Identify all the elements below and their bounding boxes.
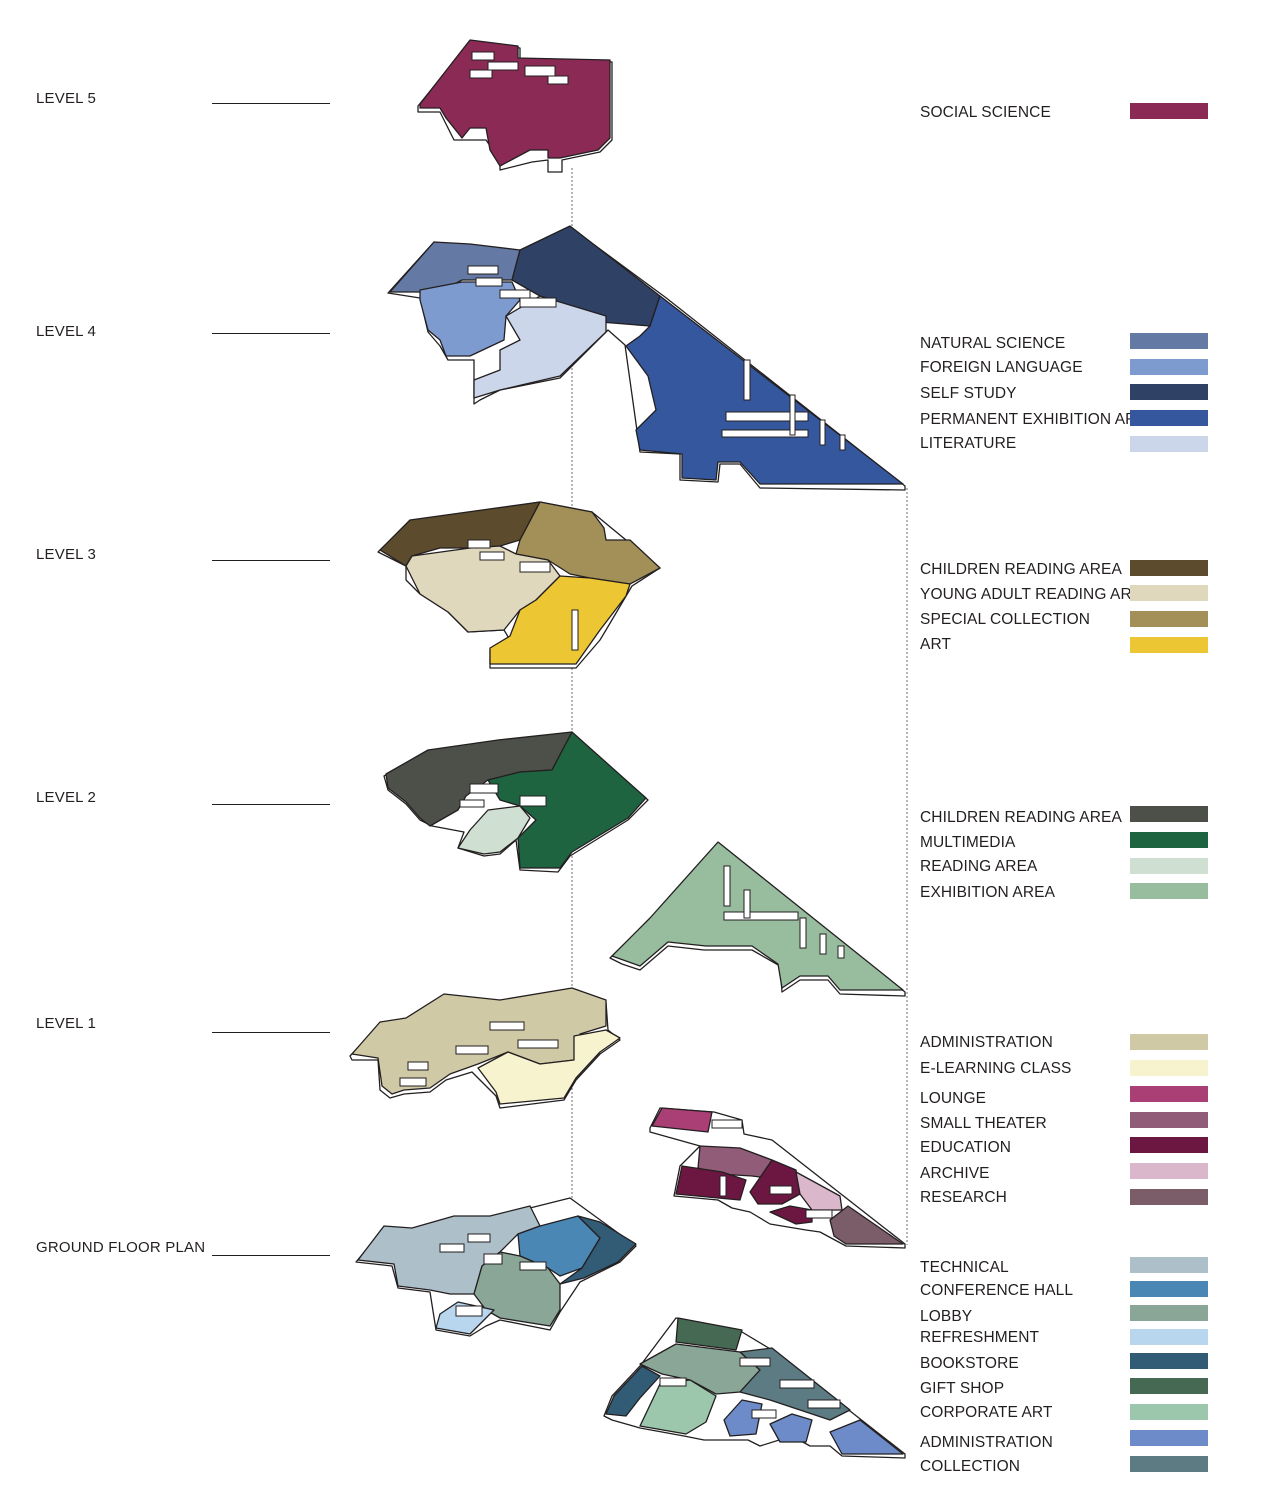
legend-swatch-literature bbox=[1130, 436, 1208, 452]
legend-swatch-collection bbox=[1130, 1456, 1208, 1472]
legend-swatch-archive bbox=[1130, 1163, 1208, 1179]
legend-swatch-multimedia bbox=[1130, 832, 1208, 848]
legend-swatch-exhibition-area bbox=[1130, 883, 1208, 899]
level-5-leader-line bbox=[212, 103, 330, 104]
level-4-label: LEVEL 4 bbox=[36, 323, 97, 340]
legend-label-lobby: LOBBY bbox=[920, 1308, 973, 1325]
legend-label-natural-science: NATURAL SCIENCE bbox=[920, 335, 1066, 352]
ground-floor-label: GROUND FLOOR PLAN bbox=[36, 1239, 206, 1256]
legend-label-young-adult-reading-area: YOUNG ADULT READING AREA bbox=[920, 586, 1153, 603]
legend-swatch-administration-l1 bbox=[1130, 1034, 1208, 1050]
legend-label-literature: LITERATURE bbox=[920, 435, 1017, 452]
legend-swatch-gift-shop bbox=[1130, 1378, 1208, 1394]
legend-label-art: ART bbox=[920, 636, 952, 653]
legend-label-research: RESEARCH bbox=[920, 1189, 1007, 1206]
legend-swatch-special-collection bbox=[1130, 611, 1208, 627]
level-1-plan-wing bbox=[649, 1107, 906, 1249]
legend-label-archive: ARCHIVE bbox=[920, 1165, 990, 1182]
legend-swatch-refreshment bbox=[1130, 1329, 1208, 1345]
legend-label-corporate-art: CORPORATE ART bbox=[920, 1404, 1053, 1421]
legend-swatch-technical bbox=[1130, 1257, 1208, 1273]
ground-floor-leader-line bbox=[212, 1255, 330, 1256]
level-4-leader-line bbox=[212, 333, 330, 334]
legend-label-gift-shop: GIFT SHOP bbox=[920, 1380, 1005, 1397]
legend-swatch-lounge bbox=[1130, 1086, 1208, 1102]
legend-label-self-study: SELF STUDY bbox=[920, 385, 1017, 402]
legend-swatch-small-theater bbox=[1130, 1112, 1208, 1128]
legend-swatch-research bbox=[1130, 1189, 1208, 1205]
legend-swatch-corporate-art bbox=[1130, 1404, 1208, 1420]
level-1-leader-line bbox=[212, 1032, 330, 1033]
legend-swatch-education bbox=[1130, 1137, 1208, 1153]
legend-label-technical: TECHNICAL bbox=[920, 1259, 1009, 1276]
level-2-plan-main bbox=[383, 731, 649, 873]
legend-label-small-theater: SMALL THEATER bbox=[920, 1115, 1047, 1132]
legend-swatch-reading-area bbox=[1130, 858, 1208, 874]
legend-label-refreshment: REFRESHMENT bbox=[920, 1329, 1040, 1346]
legend-label-lounge: LOUNGE bbox=[920, 1090, 987, 1107]
legend-swatch-children-reading-area-l3 bbox=[1130, 560, 1208, 576]
legend-label-conference-hall: CONFERENCE HALL bbox=[920, 1282, 1074, 1299]
legend-swatch-lobby bbox=[1130, 1305, 1208, 1321]
level-3-leader-line bbox=[212, 560, 330, 561]
level-1-label: LEVEL 1 bbox=[36, 1015, 97, 1032]
level-3-label: LEVEL 3 bbox=[36, 546, 97, 563]
legend-label-children-reading-area-l3: CHILDREN READING AREA bbox=[920, 561, 1122, 578]
legend-swatch-social-science bbox=[1130, 103, 1208, 119]
legend-swatch-natural-science bbox=[1130, 333, 1208, 349]
legend-label-administration-ground: ADMINISTRATION bbox=[920, 1434, 1053, 1451]
legend-swatch-young-adult-reading-area bbox=[1130, 585, 1208, 601]
legend-label-social-science: SOCIAL SCIENCE bbox=[920, 104, 1051, 121]
legend-label-bookstore: BOOKSTORE bbox=[920, 1355, 1019, 1372]
legend-label-multimedia: MULTIMEDIA bbox=[920, 834, 1016, 851]
legend-label-children-reading-area-l2: CHILDREN READING AREA bbox=[920, 809, 1122, 826]
legend-label-collection: COLLECTION bbox=[920, 1458, 1021, 1475]
legend-label-reading-area: READING AREA bbox=[920, 858, 1038, 875]
legend-swatch-permanent-exhibition-area bbox=[1130, 410, 1208, 426]
legend-swatch-e-learning-class bbox=[1130, 1060, 1208, 1076]
legend-label-special-collection: SPECIAL COLLECTION bbox=[920, 611, 1091, 628]
level-5-plan bbox=[417, 39, 613, 173]
level-2-leader-line bbox=[212, 804, 330, 805]
legend-label-exhibition-area: EXHIBITION AREA bbox=[920, 884, 1056, 901]
legend-swatch-self-study bbox=[1130, 384, 1208, 400]
level-5-label: LEVEL 5 bbox=[36, 90, 97, 107]
legend-swatch-administration-ground bbox=[1130, 1430, 1208, 1446]
level-4-plan bbox=[387, 225, 906, 491]
ground-floor-plan-wing bbox=[603, 1317, 906, 1459]
legend-swatch-bookstore bbox=[1130, 1353, 1208, 1369]
legend-swatch-children-reading-area-l2 bbox=[1130, 806, 1208, 822]
level-2-label: LEVEL 2 bbox=[36, 789, 97, 806]
legend-label-education: EDUCATION bbox=[920, 1139, 1012, 1156]
legend-label-permanent-exhibition-area: PERMANENT EXHIBITION AREA bbox=[920, 411, 1158, 428]
level-3-plan bbox=[377, 501, 661, 669]
level-2-plan-wing bbox=[609, 841, 906, 997]
legend-swatch-conference-hall bbox=[1130, 1281, 1208, 1297]
legend-swatch-foreign-language bbox=[1130, 359, 1208, 375]
level-1-plan-main bbox=[349, 987, 621, 1109]
legend-label-e-learning-class: E-LEARNING CLASS bbox=[920, 1060, 1072, 1077]
legend-label-administration-l1: ADMINISTRATION bbox=[920, 1034, 1053, 1051]
ground-floor-plan-main bbox=[355, 1197, 637, 1337]
legend-swatch-art bbox=[1130, 637, 1208, 653]
legend-label-foreign-language: FOREIGN LANGUAGE bbox=[920, 359, 1083, 376]
